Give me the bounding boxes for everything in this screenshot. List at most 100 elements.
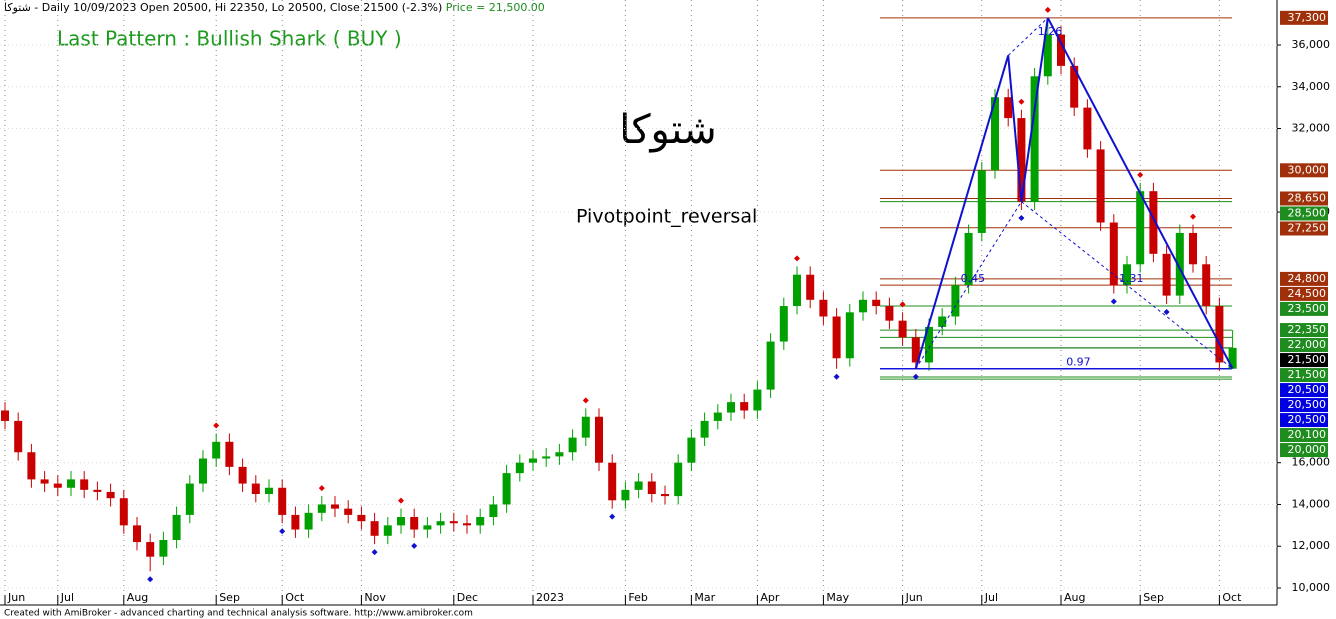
symbol: شتوکا	[619, 107, 716, 153]
pattern-ratio: 1.26	[1038, 25, 1063, 38]
candle-body	[581, 416, 590, 438]
pivot-high	[899, 301, 906, 308]
candle-body	[1215, 306, 1224, 363]
pattern-ratio-line	[1021, 201, 1233, 370]
level-label: 20,500	[1288, 413, 1327, 426]
level-box	[1280, 383, 1328, 398]
candle-body	[1083, 107, 1092, 150]
level-label: 23,500	[1288, 302, 1327, 315]
level-label: 21,500	[1288, 353, 1327, 366]
y-tick-label: 16,000	[1292, 456, 1331, 469]
level-label: 24,500	[1288, 287, 1327, 300]
candle-body	[568, 437, 577, 453]
candle-body	[647, 481, 656, 495]
candle-body	[304, 512, 313, 530]
level-label: 20,500	[1288, 383, 1327, 396]
candle-body	[1, 410, 9, 421]
pivot-low	[279, 528, 286, 535]
candle-body	[317, 504, 326, 513]
candle-body	[133, 525, 141, 543]
candle-body	[1030, 76, 1039, 202]
candle-body	[489, 504, 498, 517]
level-label: 21,500	[1288, 368, 1327, 381]
candle-body	[542, 456, 551, 459]
level-label: 28,500	[1288, 206, 1327, 219]
level-box	[1280, 163, 1328, 178]
level-label: 22,350	[1288, 323, 1327, 336]
level-label: 20,100	[1288, 428, 1327, 441]
candle-body	[661, 494, 669, 497]
pivot-high	[794, 255, 800, 262]
level-box	[1280, 443, 1328, 458]
x-tick-label: May	[826, 591, 849, 604]
y-tick-label: 32,000	[1292, 122, 1331, 135]
pivot-low	[833, 373, 840, 380]
candle-body	[449, 521, 458, 524]
pattern-ratio: 0.97	[1066, 356, 1091, 369]
candle-body	[713, 412, 722, 421]
candle-body	[291, 514, 300, 530]
candle-body	[423, 525, 432, 530]
y-tick-label: 34,000	[1292, 80, 1331, 93]
x-tick-label: Nov	[364, 591, 386, 604]
candle-body	[1123, 264, 1131, 286]
candle-body	[595, 416, 603, 463]
candle-body	[925, 326, 933, 363]
level-box	[1280, 286, 1328, 301]
candle-body	[463, 523, 471, 526]
candle-body	[621, 489, 630, 501]
candle-body	[872, 299, 881, 307]
x-tick-label: Aug	[127, 591, 148, 604]
pattern-title: Last Pattern : Bullish Shark ( BUY )	[57, 27, 402, 51]
candle-body	[634, 481, 643, 490]
level-box	[1280, 338, 1328, 353]
candle-body	[397, 516, 405, 526]
candle-body	[1136, 191, 1145, 265]
pivot-high	[318, 485, 325, 492]
candle-body	[938, 316, 947, 327]
candle-body	[1057, 34, 1065, 66]
header: شتوکا - Daily 10/09/2023 Open 20500, Hi …	[4, 1, 545, 14]
level-box	[1280, 398, 1328, 413]
candle-body	[1162, 253, 1171, 296]
candle-body	[199, 458, 207, 484]
candle-body	[951, 285, 960, 317]
pattern-leg	[1046, 17, 1234, 370]
y-tick-label: 14,000	[1292, 497, 1331, 510]
candle-body	[806, 274, 815, 300]
x-tick-label: Jul	[984, 591, 998, 604]
x-tick-label: Aug	[1064, 591, 1085, 604]
level-label: 37,300	[1288, 11, 1327, 24]
candle-body	[727, 402, 735, 413]
candle-body	[1043, 34, 1052, 77]
pivot-high	[1137, 171, 1144, 178]
candle-body	[106, 491, 115, 499]
candle-body	[119, 498, 128, 526]
candle-body	[740, 402, 749, 411]
candle-body	[1189, 232, 1197, 265]
pattern-leg	[1007, 55, 1023, 202]
level-box	[1280, 368, 1328, 383]
candle-body	[93, 489, 102, 492]
pattern-ratio-line	[915, 201, 1022, 369]
pivot-low	[1110, 298, 1117, 305]
candle-body	[251, 483, 260, 495]
pivot-low	[147, 576, 154, 583]
level-box	[1280, 413, 1328, 428]
candle-body	[991, 97, 999, 171]
header-price: Price = 21,500.00	[446, 1, 545, 14]
candle-body	[344, 508, 353, 515]
level-label: 30,000	[1288, 163, 1327, 176]
level-box	[1280, 301, 1328, 316]
candle-body	[1070, 65, 1079, 108]
candle-body	[766, 341, 775, 390]
candle-body	[212, 441, 221, 459]
level-label: 22,000	[1288, 338, 1327, 351]
x-tick-label: Jul	[60, 591, 74, 604]
candle-body	[885, 306, 894, 321]
pivot-low	[371, 549, 378, 556]
y-tick-label: 12,000	[1292, 539, 1331, 552]
candle-body	[80, 479, 89, 490]
candle-body	[1228, 347, 1237, 369]
